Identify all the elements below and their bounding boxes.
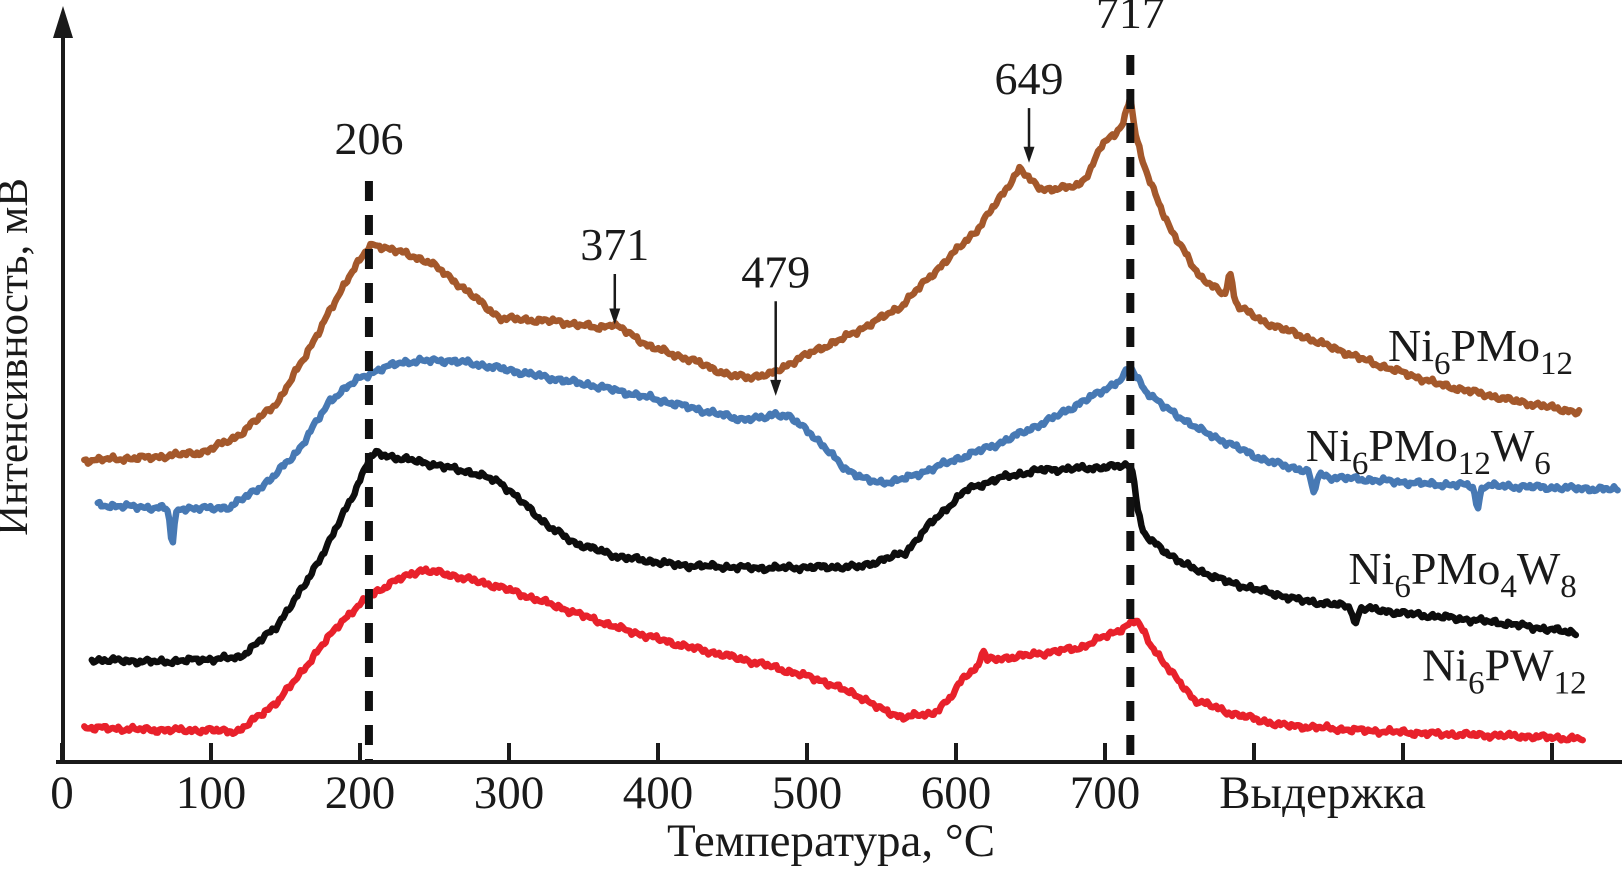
peak-annotations: 371 479 649 [580, 53, 1064, 396]
annotation-label-479: 479 [741, 246, 810, 297]
dashed-guides: 206 717 [334, 0, 1165, 760]
series-label-ni6pw12: Ni6PW12 [1422, 640, 1587, 702]
annotation-arrowhead-649 [1023, 146, 1035, 163]
hold-region-label: Выдержка [1219, 767, 1426, 819]
x-axis-title: Температура, °C [667, 815, 995, 867]
series-curve-ni6pmo12 [81, 93, 1583, 467]
x-tick-label-400: 400 [623, 767, 694, 819]
annotation-arrowhead-371 [609, 308, 621, 325]
x-tick-label-700: 700 [1070, 767, 1141, 819]
series-label-ni6pmo4w8: Ni6PMo4W8 [1348, 543, 1576, 605]
series-labels: Ni6PMo12 Ni6PMo12W6 Ni6PMo4W8 Ni6PW12 [1306, 320, 1587, 702]
series-curve-ni6pw12 [81, 565, 1586, 744]
y-axis-title: Интенсивность, мВ [0, 178, 37, 536]
x-tick-label-200: 200 [325, 767, 396, 819]
annotation-label-371: 371 [580, 219, 649, 270]
series-curve-ni6pmo4w8 [88, 447, 1580, 668]
x-tick-label-0: 0 [50, 767, 74, 819]
axes: 0 100 200 300 400 500 600 700 Выдержка Температур… [0, 6, 1622, 867]
guide-label-206: 206 [334, 113, 403, 164]
x-tick-label-100: 100 [176, 767, 247, 819]
series-label-ni6pmo12: Ni6PMo12 [1388, 320, 1573, 382]
y-axis-arrowhead [53, 6, 73, 38]
series-label-ni6pmo12w6: Ni6PMo12W6 [1306, 420, 1551, 482]
annotation-arrowhead-479 [770, 379, 782, 396]
x-tick-label-300: 300 [474, 767, 545, 819]
x-tick-label-500: 500 [772, 767, 843, 819]
series-curve-ni6pmo12w6 [94, 354, 1621, 546]
annotation-label-649: 649 [995, 53, 1064, 104]
guide-label-717: 717 [1096, 0, 1165, 38]
x-tick-label-600: 600 [921, 767, 992, 819]
series-curves [81, 93, 1621, 744]
